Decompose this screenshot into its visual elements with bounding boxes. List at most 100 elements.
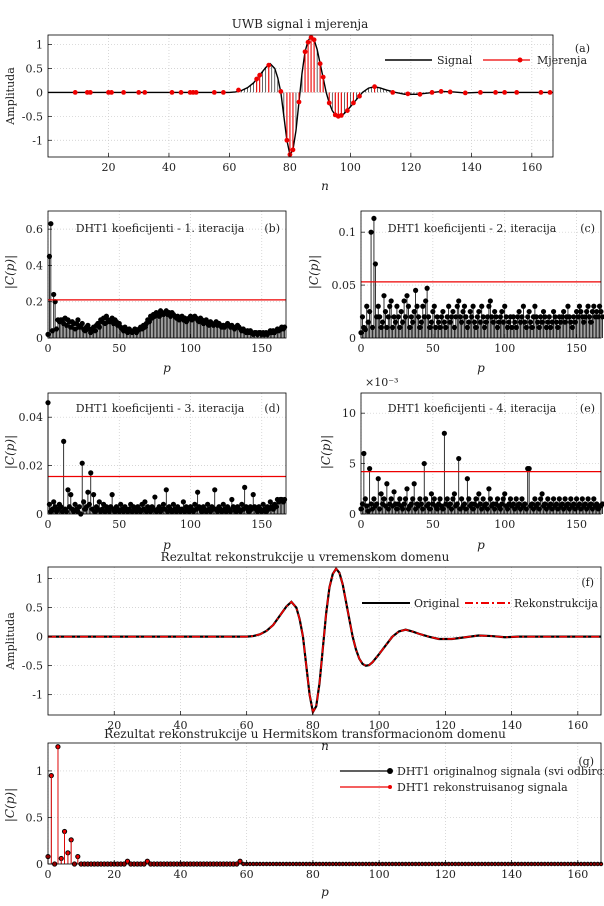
y-tick-label: 0.05 bbox=[332, 279, 357, 292]
coef-point bbox=[425, 286, 430, 291]
measurement-point bbox=[478, 90, 483, 95]
coef-point bbox=[426, 314, 431, 319]
x-tick-label: 80 bbox=[306, 868, 320, 881]
panel-b-title: DHT1 koeficijenti - 1. iteracija bbox=[76, 222, 245, 235]
x-tick-label: 50 bbox=[112, 518, 126, 531]
coef-point bbox=[413, 288, 418, 293]
coef-point bbox=[465, 476, 470, 481]
coef-point bbox=[574, 496, 579, 501]
y-tick-label: 1 bbox=[36, 765, 43, 778]
coef-point bbox=[371, 216, 376, 221]
coef-point bbox=[85, 490, 90, 495]
legend-mjerenja-marker bbox=[518, 58, 523, 63]
measurement-point bbox=[463, 90, 468, 95]
coef-point bbox=[591, 496, 596, 501]
x-tick-label: 140 bbox=[501, 868, 522, 881]
measurement-point bbox=[291, 147, 296, 152]
coef-point bbox=[442, 320, 447, 325]
coef-point bbox=[368, 230, 373, 235]
measurement-point bbox=[194, 90, 199, 95]
rekon-point bbox=[66, 851, 69, 854]
panel-e-tag: (e) bbox=[580, 402, 595, 415]
signal-line bbox=[48, 36, 553, 154]
coef-point bbox=[473, 496, 478, 501]
legend-signal-label: Signal bbox=[437, 54, 473, 67]
y-tick-label: 0.1 bbox=[339, 226, 357, 239]
coef-point bbox=[404, 486, 409, 491]
coef-point bbox=[502, 491, 507, 496]
coef-point bbox=[394, 304, 399, 309]
measurement-point bbox=[390, 90, 395, 95]
x-tick-label: 120 bbox=[435, 868, 456, 881]
y-tick-label: 0 bbox=[36, 508, 43, 521]
coef-point bbox=[470, 304, 475, 309]
coef-point bbox=[377, 314, 382, 319]
coef-point bbox=[502, 304, 507, 309]
rekon-point bbox=[146, 860, 149, 863]
panel-f-legend: Original Rekonstrukcija bbox=[362, 597, 598, 610]
measurement-point bbox=[514, 90, 519, 95]
measurement-point bbox=[306, 40, 311, 45]
y-tick-label: 0 bbox=[36, 858, 43, 871]
x-tick-label: 0 bbox=[45, 518, 52, 531]
coef-point bbox=[383, 309, 388, 314]
x-tick-label: 160 bbox=[521, 161, 542, 174]
measurement-point bbox=[109, 90, 114, 95]
coef-point bbox=[406, 304, 411, 309]
coef-point bbox=[468, 309, 473, 314]
measurement-point bbox=[327, 101, 332, 106]
y-tick-label: 0.04 bbox=[19, 411, 44, 424]
y-tick-label: 1 bbox=[36, 573, 43, 586]
coef-point bbox=[514, 496, 519, 501]
coef-point bbox=[381, 293, 386, 298]
measurement-point bbox=[278, 89, 283, 94]
coef-point bbox=[152, 494, 157, 499]
coef-point bbox=[585, 496, 590, 501]
coef-point bbox=[242, 485, 247, 490]
coef-point bbox=[373, 261, 378, 266]
legend-dht-original-marker bbox=[387, 768, 393, 774]
y-tick-label: 0 bbox=[349, 332, 356, 345]
x-tick-label: 100 bbox=[340, 161, 361, 174]
coef-point bbox=[361, 451, 366, 456]
measurement-point bbox=[430, 90, 435, 95]
coef-point bbox=[463, 314, 468, 319]
measurement-point bbox=[179, 90, 184, 95]
y-tick-label: 0.6 bbox=[26, 223, 44, 236]
coef-point bbox=[561, 309, 566, 314]
measurement-point bbox=[257, 73, 262, 78]
legend-original-label: Original bbox=[414, 597, 460, 610]
measurement-point bbox=[236, 88, 241, 93]
panel-g-xlabel: p bbox=[321, 885, 329, 899]
y-tick-label: 0 bbox=[349, 508, 356, 521]
coef-point bbox=[535, 501, 540, 506]
coef-point bbox=[492, 309, 497, 314]
coef-point bbox=[416, 314, 421, 319]
y-tick-label: 10 bbox=[342, 407, 356, 420]
coef-point bbox=[371, 496, 376, 501]
coef-point bbox=[88, 470, 93, 475]
coef-point bbox=[379, 491, 384, 496]
coef-point bbox=[367, 466, 372, 471]
coef-point bbox=[446, 304, 451, 309]
panel-d-ylabel: |C(p)| bbox=[3, 435, 17, 469]
coef-point bbox=[578, 309, 583, 314]
panel-a-frame bbox=[48, 35, 553, 157]
coef-point bbox=[568, 496, 573, 501]
coef-point bbox=[495, 496, 500, 501]
panel-c: DHT1 koeficijenti - 2. iteracija (c) p |… bbox=[307, 222, 595, 375]
x-tick-label: 50 bbox=[112, 342, 126, 355]
panel-c-tag: (c) bbox=[580, 222, 595, 235]
coef-point bbox=[466, 496, 471, 501]
coef-point bbox=[91, 492, 96, 497]
coef-point bbox=[432, 496, 437, 501]
x-tick-label: 50 bbox=[426, 518, 440, 531]
coef-point bbox=[532, 304, 537, 309]
x-tick-label: 0 bbox=[45, 342, 52, 355]
panel-g-legend: DHT1 originalnog signala (svi odbirci) D… bbox=[340, 765, 604, 794]
coef-point bbox=[516, 309, 521, 314]
x-tick-label: 100 bbox=[494, 342, 515, 355]
coef-point bbox=[476, 309, 481, 314]
rekon-point bbox=[60, 857, 63, 860]
